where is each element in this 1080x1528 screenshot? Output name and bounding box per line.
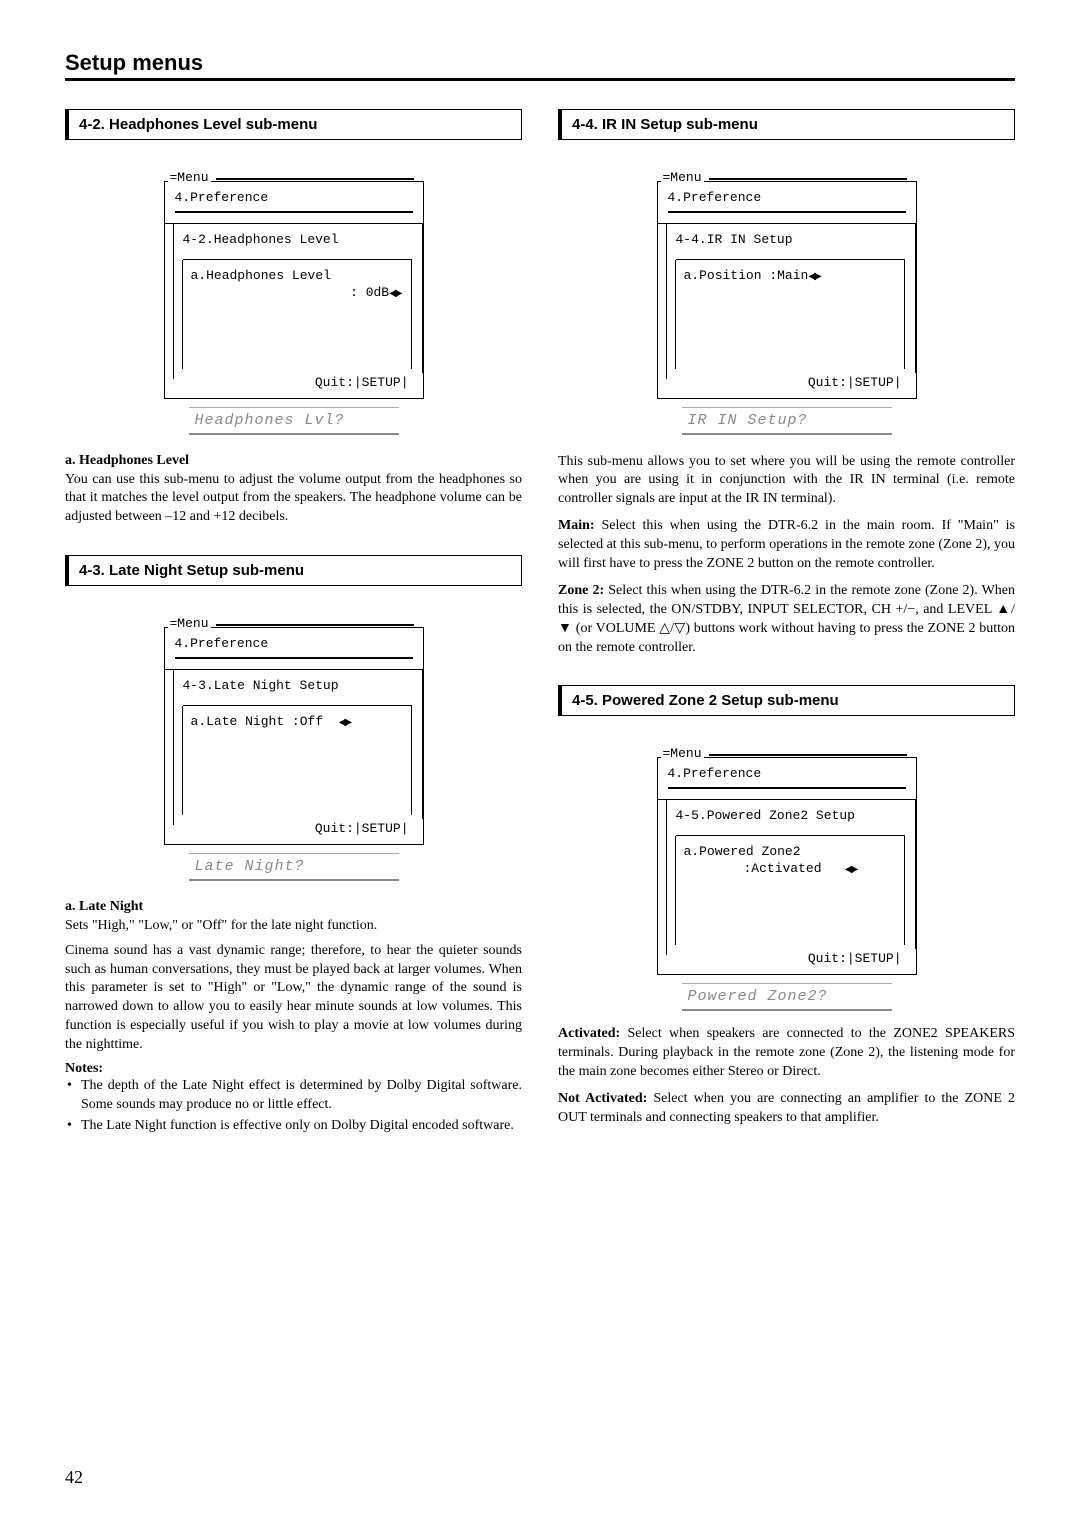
menu-screen-4-3: =Menu 4.Preference 4-3.Late Night Setup … [164, 608, 424, 845]
menu-label: =Menu [168, 170, 211, 187]
pref-line: 4.Preference [175, 190, 413, 207]
item-text: a.Position :Main [684, 268, 809, 283]
lr-arrows-icon: ◀▶ [339, 717, 350, 728]
inner-sub: a.Position :Main◀▶ [676, 259, 905, 369]
page-number: 42 [65, 1467, 83, 1488]
inner-sub: a.Powered Zone2 :Activated ◀▶ [676, 835, 905, 945]
section-header-4-2: 4-2. Headphones Level sub-menu [65, 109, 522, 140]
inner-rule [175, 211, 413, 213]
note-item: The Late Night function is effective onl… [81, 1117, 522, 1136]
main-body: Select this when using the DTR-6.2 in th… [558, 518, 1015, 571]
lr-arrows-icon: ◀▶ [808, 271, 819, 282]
section-header-4-5: 4-5. Powered Zone 2 Setup sub-menu [558, 685, 1015, 716]
item-text: a.Late Night :Off [191, 714, 324, 729]
menu-screen-4-4: =Menu 4.Preference 4-4.IR IN Setup a.Pos… [657, 162, 917, 399]
not-activated-head: Not Activated: [558, 1091, 647, 1106]
inner-sub: a.Headphones Level : 0dB◀▶ [183, 259, 412, 369]
value-text: :Activated [744, 861, 822, 876]
content-columns: 4-2. Headphones Level sub-menu =Menu 4.P… [65, 109, 1015, 1138]
intro-4-4: This sub-menu allows you to set where yo… [558, 453, 1015, 510]
quit-line: Quit:|SETUP| [668, 373, 906, 392]
lr-arrows-icon: ◀▶ [389, 288, 400, 299]
note-item: The depth of the Late Night effect is de… [81, 1077, 522, 1115]
main-option-4-4: Main: Select this when using the DTR-6.2… [558, 517, 1015, 574]
inner-rule [668, 211, 906, 213]
sub-line: 4-3.Late Night Setup [183, 678, 412, 695]
lr-arrows-icon: ◀▶ [845, 864, 856, 875]
inner-box: 4-3.Late Night Setup a.Late Night :Off ◀… [165, 669, 423, 819]
menu-label: =Menu [661, 170, 704, 187]
item-line: a.Headphones Level [191, 268, 405, 285]
left-column: 4-2. Headphones Level sub-menu =Menu 4.P… [65, 109, 522, 1138]
inner-box: 4-5.Powered Zone2 Setup a.Powered Zone2 … [658, 799, 916, 949]
quit-line: Quit:|SETUP| [175, 373, 413, 392]
inner-sub: a.Late Night :Off ◀▶ [183, 705, 412, 815]
value-text: : 0dB [350, 285, 389, 300]
inner-box: 4-4.IR IN Setup a.Position :Main◀▶ [658, 223, 916, 373]
section-header-4-3: 4-3. Late Night Setup sub-menu [65, 555, 522, 586]
zone2-head: Zone 2: [558, 583, 604, 598]
lcd-display-4-2: Headphones Lvl? [189, 407, 399, 435]
up-down-icon: △/▽ [659, 621, 685, 636]
item-line: a.Position :Main◀▶ [684, 268, 898, 285]
activated-head: Activated: [558, 1026, 620, 1041]
item-value: :Activated ◀▶ [684, 861, 898, 878]
main-head: Main: [558, 518, 595, 533]
pref-line: 4.Preference [668, 766, 906, 783]
not-activated-option-4-5: Not Activated: Select when you are conne… [558, 1090, 1015, 1128]
quit-line: Quit:|SETUP| [175, 819, 413, 838]
menu-box: 4.Preference 4-5.Powered Zone2 Setup a.P… [657, 757, 917, 975]
menu-screen-4-2: =Menu 4.Preference 4-2.Headphones Level … [164, 162, 424, 399]
notes-head-4-3: Notes: [65, 1061, 522, 1077]
lcd-display-4-4: IR IN Setup? [682, 407, 892, 435]
menu-label: =Menu [661, 746, 704, 763]
zone2-option-4-4: Zone 2: Select this when using the DTR-6… [558, 582, 1015, 658]
menu-rule [709, 178, 907, 180]
lcd-display-4-5: Powered Zone2? [682, 983, 892, 1011]
inner-box: 4-2.Headphones Level a.Headphones Level … [165, 223, 423, 373]
activated-option-4-5: Activated: Select when speakers are conn… [558, 1025, 1015, 1082]
sub-line: 4-5.Powered Zone2 Setup [676, 808, 905, 825]
param-a-head-4-3: a. Late Night [65, 899, 522, 915]
quit-line: Quit:|SETUP| [668, 949, 906, 968]
section-header-4-4: 4-4. IR IN Setup sub-menu [558, 109, 1015, 140]
pref-line: 4.Preference [175, 636, 413, 653]
param-a-body-4-2: You can use this sub-menu to adjust the … [65, 471, 522, 528]
param-a-line1-4-3: Sets "High," "Low," or "Off" for the lat… [65, 917, 522, 936]
inner-rule [175, 657, 413, 659]
plus-minus-icon: +/− [896, 602, 916, 617]
right-column: 4-4. IR IN Setup sub-menu =Menu 4.Prefer… [558, 109, 1015, 1138]
menu-rule [709, 754, 907, 756]
page-title: Setup menus [65, 50, 1015, 81]
menu-screen-4-5: =Menu 4.Preference 4-5.Powered Zone2 Set… [657, 738, 917, 975]
item-line: a.Powered Zone2 [684, 844, 898, 861]
menu-label: =Menu [168, 616, 211, 633]
item-value: : 0dB◀▶ [191, 285, 405, 302]
lcd-display-4-3: Late Night? [189, 853, 399, 881]
inner-rule [668, 787, 906, 789]
menu-rule [216, 178, 414, 180]
sub-line: 4-2.Headphones Level [183, 232, 412, 249]
sub-line: 4-4.IR IN Setup [676, 232, 905, 249]
menu-box: 4.Preference 4-2.Headphones Level a.Head… [164, 181, 424, 399]
menu-box: 4.Preference 4-3.Late Night Setup a.Late… [164, 627, 424, 845]
menu-box: 4.Preference 4-4.IR IN Setup a.Position … [657, 181, 917, 399]
activated-body: Select when speakers are connected to th… [558, 1026, 1015, 1079]
menu-rule [216, 624, 414, 626]
param-a-body-4-3: Cinema sound has a vast dynamic range; t… [65, 942, 522, 1055]
pref-line: 4.Preference [668, 190, 906, 207]
item-line: a.Late Night :Off ◀▶ [191, 714, 405, 731]
param-a-head-4-2: a. Headphones Level [65, 453, 522, 469]
notes-list-4-3: The depth of the Late Night effect is de… [65, 1077, 522, 1136]
